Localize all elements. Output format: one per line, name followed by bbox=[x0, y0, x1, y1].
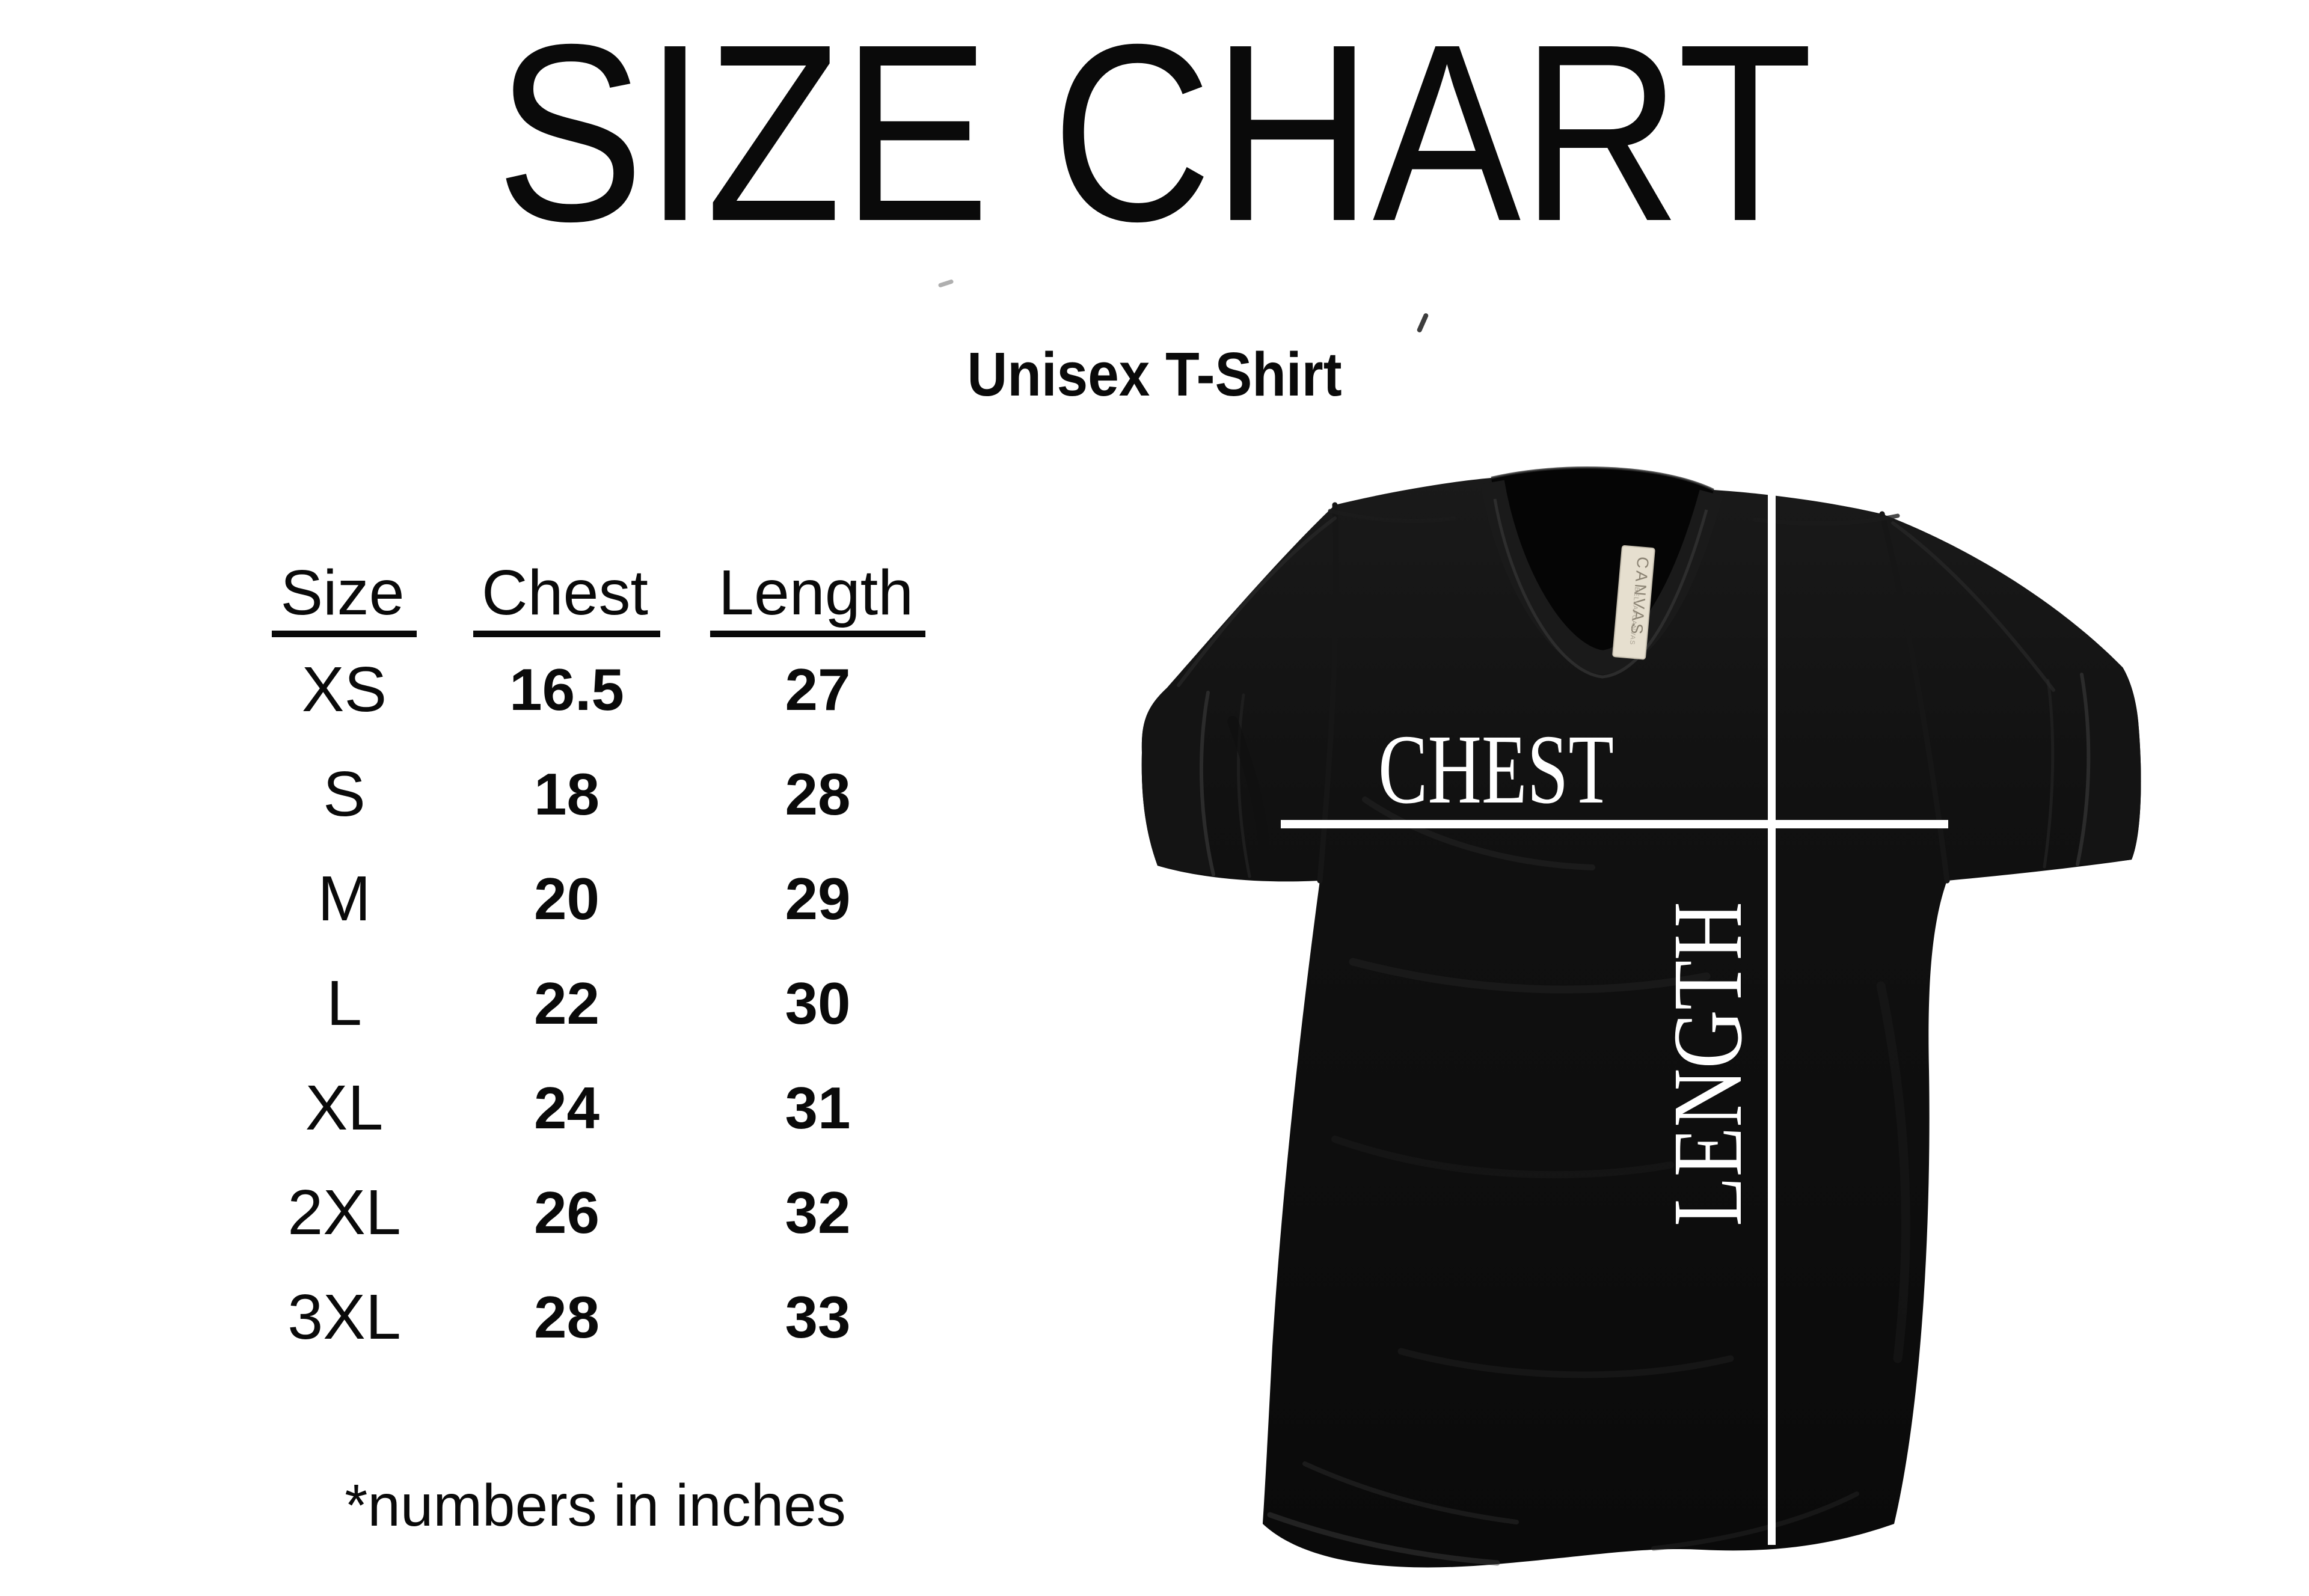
chest-cell: 26 bbox=[533, 1179, 599, 1246]
rolled-cuffs bbox=[1141, 667, 2141, 878]
page-title: SIZE CHART bbox=[495, 0, 1814, 274]
chest-cell: 16.5 bbox=[509, 656, 624, 723]
size-table: Size Chest Length XS 16.5 27 S 18 28 M 2… bbox=[228, 548, 962, 1369]
neck-tag: CANVAS BELLA+CANVAS bbox=[1612, 545, 1655, 660]
column-header-size-label: Size bbox=[272, 561, 417, 637]
size-cell: L bbox=[327, 968, 362, 1039]
stray-mark bbox=[1416, 312, 1429, 334]
chest-cell: 18 bbox=[533, 761, 599, 827]
tshirt-photo: CANVAS BELLA+CANVAS CHEST LENGTH bbox=[1052, 385, 2309, 1596]
length-line bbox=[1768, 460, 1776, 1545]
column-header-length: Length bbox=[673, 548, 962, 637]
product-subtitle: Unisex T-Shirt bbox=[967, 340, 1342, 409]
column-header-length-label: Length bbox=[710, 561, 926, 637]
size-cell: 2XL bbox=[287, 1177, 401, 1248]
column-header-size: Size bbox=[228, 548, 460, 637]
chest-cell: 24 bbox=[533, 1075, 599, 1141]
length-cell: 33 bbox=[785, 1284, 851, 1350]
length-cell: 27 bbox=[785, 656, 851, 723]
length-label: LENGTH bbox=[1652, 902, 1762, 1226]
length-cell: 32 bbox=[785, 1179, 851, 1246]
size-cell: XL bbox=[305, 1072, 384, 1143]
stray-mark bbox=[937, 279, 954, 288]
tshirt-graphic: CANVAS BELLA+CANVAS CHEST LENGTH bbox=[1141, 460, 2141, 1568]
column-header-chest: Chest bbox=[460, 548, 673, 637]
size-cell: XS bbox=[301, 654, 387, 725]
size-cell: M bbox=[317, 863, 371, 934]
length-cell: 30 bbox=[785, 970, 851, 1036]
column-header-chest-label: Chest bbox=[473, 561, 660, 637]
collar bbox=[1480, 466, 1723, 679]
size-cell: S bbox=[323, 759, 366, 830]
fabric-wrinkles bbox=[1177, 516, 2055, 1566]
chest-cell: 28 bbox=[533, 1284, 599, 1350]
chest-cell: 20 bbox=[533, 866, 599, 932]
tshirt-silhouette bbox=[1141, 467, 2141, 1568]
size-cell: 3XL bbox=[287, 1282, 401, 1353]
length-cell: 31 bbox=[785, 1075, 851, 1141]
units-footnote: *numbers in inches bbox=[345, 1472, 846, 1538]
chest-cell: 22 bbox=[533, 970, 599, 1036]
chest-line bbox=[1281, 820, 1948, 828]
length-cell: 29 bbox=[785, 866, 851, 932]
length-cell: 28 bbox=[785, 761, 851, 827]
chest-label: CHEST bbox=[1378, 714, 1614, 824]
